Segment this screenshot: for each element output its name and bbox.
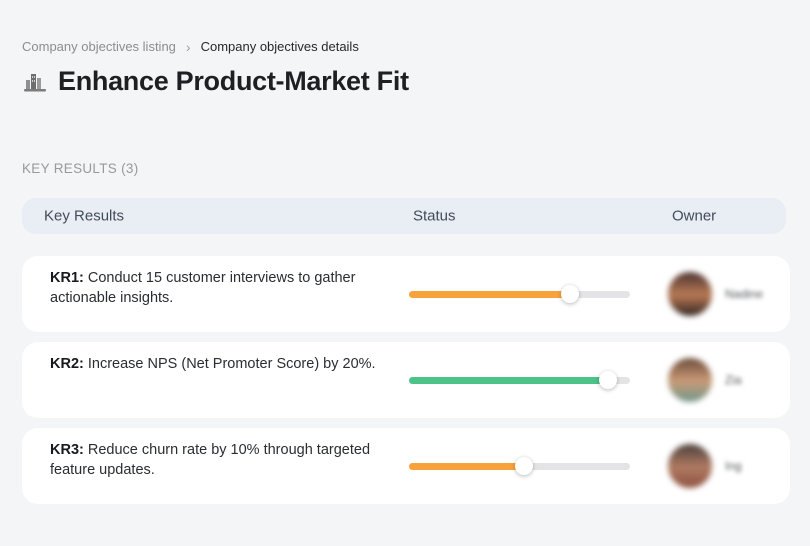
key-result-label: KR2: [50, 356, 84, 372]
table-row[interactable]: KR3: Reduce churn rate by 10% through ta… [22, 428, 790, 504]
column-header-key-results: Key Results [44, 207, 125, 225]
key-result-text: KR1: Conduct 15 customer interviews to g… [50, 268, 380, 308]
key-result-text: KR3: Reduce churn rate by 10% through ta… [50, 440, 380, 480]
column-header-owner: Owner [672, 207, 717, 225]
owner-avatar [668, 272, 712, 316]
page-title: Enhance Product-Market Fit [58, 66, 409, 96]
breadcrumb: Company objectives listing › Company obj… [22, 39, 359, 54]
progress-slider[interactable] [409, 371, 630, 389]
progress-knob[interactable] [514, 457, 533, 475]
owner-name: Ing [725, 459, 742, 473]
key-result-description: Increase NPS (Net Promoter Score) by 20%… [87, 356, 376, 372]
progress-fill [409, 462, 524, 470]
owner-cell: Nadine [668, 272, 763, 316]
breadcrumb-link-objectives-listing[interactable]: Company objectives listing [22, 39, 176, 54]
key-result-description: Reduce churn rate by 10% through targete… [50, 442, 371, 478]
table-row[interactable]: KR1: Conduct 15 customer interviews to g… [22, 256, 790, 332]
key-result-label: KR3: [50, 442, 84, 458]
key-result-description: Conduct 15 customer interviews to gather… [50, 270, 356, 306]
key-result-label: KR1: [50, 270, 84, 286]
progress-fill [409, 290, 571, 298]
breadcrumb-current-objectives-details: Company objectives details [200, 39, 359, 54]
progress-fill [409, 376, 608, 384]
chevron-right-icon: › [185, 38, 191, 55]
column-header-status: Status [413, 207, 456, 225]
progress-knob[interactable] [598, 371, 617, 389]
key-results-count-label: KEY RESULTS (3) [22, 161, 139, 176]
progress-knob[interactable] [561, 285, 580, 303]
table-row[interactable]: KR2: Increase NPS (Net Promoter Score) b… [22, 342, 790, 418]
owner-avatar [668, 358, 712, 402]
progress-slider[interactable] [409, 457, 630, 475]
owner-name: Zia [725, 373, 742, 387]
table-header: Key Results Status Owner [22, 198, 786, 234]
owner-cell: Ing [668, 444, 742, 488]
progress-slider[interactable] [409, 285, 630, 303]
building-chart-icon [22, 69, 48, 95]
key-result-text: KR2: Increase NPS (Net Promoter Score) b… [50, 354, 380, 374]
owner-avatar [668, 444, 712, 488]
owner-cell: Zia [668, 358, 742, 402]
owner-name: Nadine [725, 287, 764, 301]
page-header: Enhance Product-Market Fit [22, 66, 409, 97]
